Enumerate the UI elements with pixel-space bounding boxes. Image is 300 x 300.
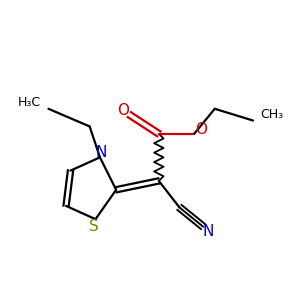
Text: O: O: [195, 122, 207, 137]
Text: O: O: [117, 103, 129, 118]
Text: CH₃: CH₃: [260, 108, 283, 121]
Text: N: N: [202, 224, 214, 239]
Text: H₃C: H₃C: [18, 96, 41, 110]
Text: N: N: [96, 145, 107, 160]
Text: S: S: [89, 219, 99, 234]
